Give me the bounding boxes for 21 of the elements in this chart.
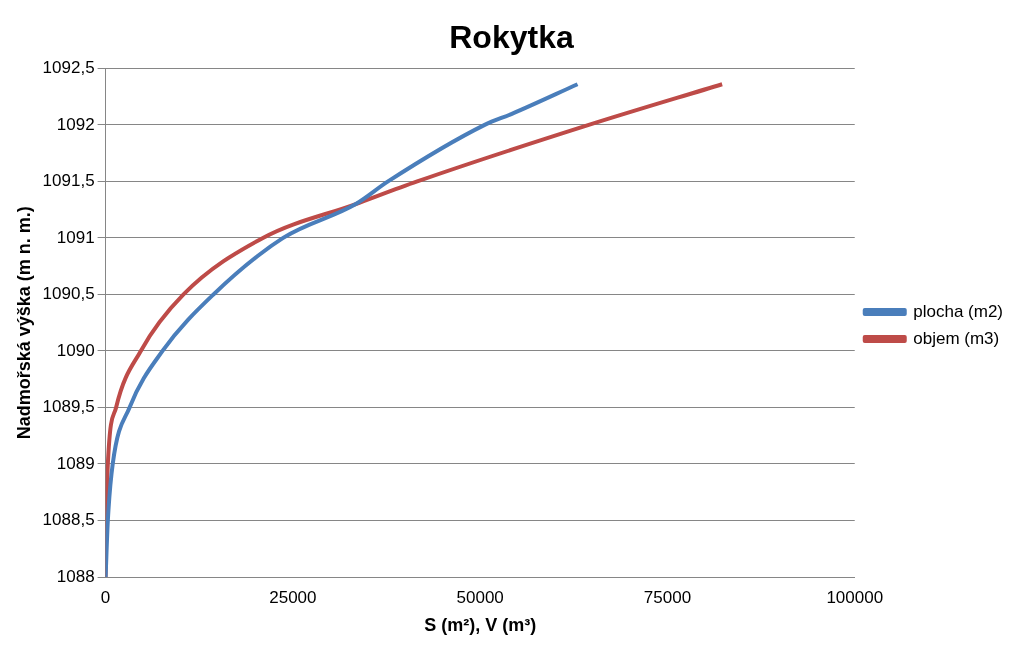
y-tick-label: 1090 <box>56 340 95 360</box>
y-tick-label: 1092,5 <box>42 58 95 78</box>
x-tick-label: 0 <box>100 587 111 607</box>
x-tick-label: 50000 <box>456 587 504 607</box>
x-tick-label: 25000 <box>269 587 317 607</box>
x-tick-label: 100000 <box>826 587 884 607</box>
x-axis-title: S (m²), V (m³) <box>424 615 537 636</box>
y-tick-label: 1088 <box>56 566 95 586</box>
y-tick-label: 1092 <box>56 114 95 134</box>
x-tick-label: 75000 <box>643 587 692 607</box>
y-tick-label: 1090,5 <box>42 284 95 304</box>
y-tick-label: 1088,5 <box>42 510 95 530</box>
y-tick-label: 1089,5 <box>42 397 95 417</box>
y-axis-title: Nadmořská výška (m n. m.) <box>13 206 34 440</box>
chart-title: Rokytka <box>449 19 574 56</box>
line-series <box>105 82 580 577</box>
y-tick-label: 1091,5 <box>42 171 95 191</box>
y-tick-label: 1091 <box>56 227 95 247</box>
legend-label: plocha (m2) <box>913 301 1004 321</box>
y-tick-label: 1089 <box>56 453 95 473</box>
legend-label: objem (m3) <box>913 328 1000 348</box>
